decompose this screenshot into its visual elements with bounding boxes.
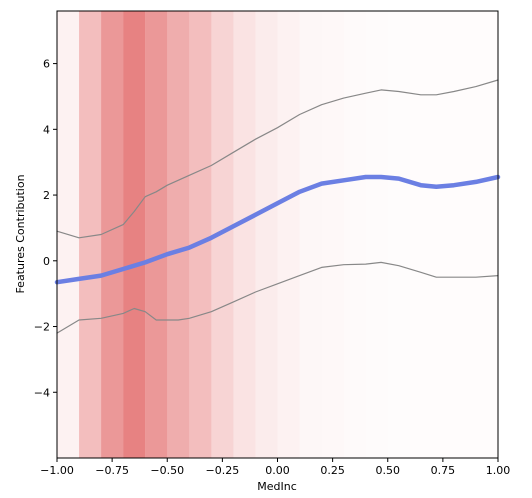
- density-band: [101, 11, 124, 458]
- x-tick-label: −0.50: [150, 464, 184, 477]
- x-tick-label: 0.25: [320, 464, 345, 477]
- density-band: [344, 11, 366, 458]
- x-tick-label: −0.25: [206, 464, 240, 477]
- y-axis-ticks: −4 −2 0 2 4 6: [34, 58, 57, 399]
- density-band: [189, 11, 212, 458]
- x-axis-ticks: −1.00 −0.75 −0.50 −0.25 0.00 0.25 0.50 0.75 1.00: [40, 458, 510, 477]
- y-axis-label: Features Contribution: [14, 174, 27, 293]
- density-bands: [57, 11, 498, 458]
- x-tick-label: −0.75: [95, 464, 129, 477]
- y-tick-label: 0: [43, 255, 50, 268]
- density-band: [410, 11, 498, 458]
- x-tick-label: 0.00: [265, 464, 290, 477]
- lower-bound-line: [56, 261, 499, 334]
- density-band: [123, 11, 146, 458]
- x-axis-label: MedInc: [257, 480, 297, 493]
- x-tick-label: 0.50: [376, 464, 401, 477]
- density-band: [233, 11, 256, 458]
- x-tick-label: 1.00: [486, 464, 511, 477]
- y-tick-label: 4: [43, 123, 50, 136]
- density-band: [167, 11, 190, 458]
- density-band: [79, 11, 102, 458]
- x-tick-label: −1.00: [40, 464, 74, 477]
- y-tick-label: 2: [43, 189, 50, 202]
- y-tick-label: 6: [43, 58, 50, 71]
- x-tick-label: 0.75: [431, 464, 456, 477]
- y-tick-label: −2: [34, 321, 50, 334]
- density-band: [145, 11, 168, 458]
- upper-bound-line: [56, 79, 499, 239]
- mean-contribution-line: [54, 174, 501, 285]
- density-band: [366, 11, 388, 458]
- density-band: [255, 11, 278, 458]
- density-band: [322, 11, 344, 458]
- plot-lines: [54, 79, 501, 334]
- density-band: [299, 11, 322, 458]
- y-tick-label: −4: [34, 386, 50, 399]
- density-band: [277, 11, 300, 458]
- density-band: [388, 11, 410, 458]
